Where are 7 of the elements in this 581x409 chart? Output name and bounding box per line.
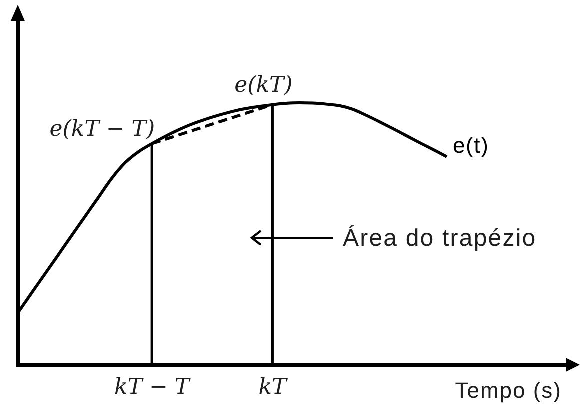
x-tick-label: kT − T [114, 375, 192, 400]
series-label: e(t) [453, 132, 490, 158]
annotation: e(kT − T) [50, 116, 156, 142]
x-tick-label: kT [258, 375, 290, 400]
x-axis-title: Tempo (s) [455, 378, 562, 403]
annotation: e(kT) [234, 72, 293, 98]
annotation: Área do trapézio [343, 225, 537, 252]
